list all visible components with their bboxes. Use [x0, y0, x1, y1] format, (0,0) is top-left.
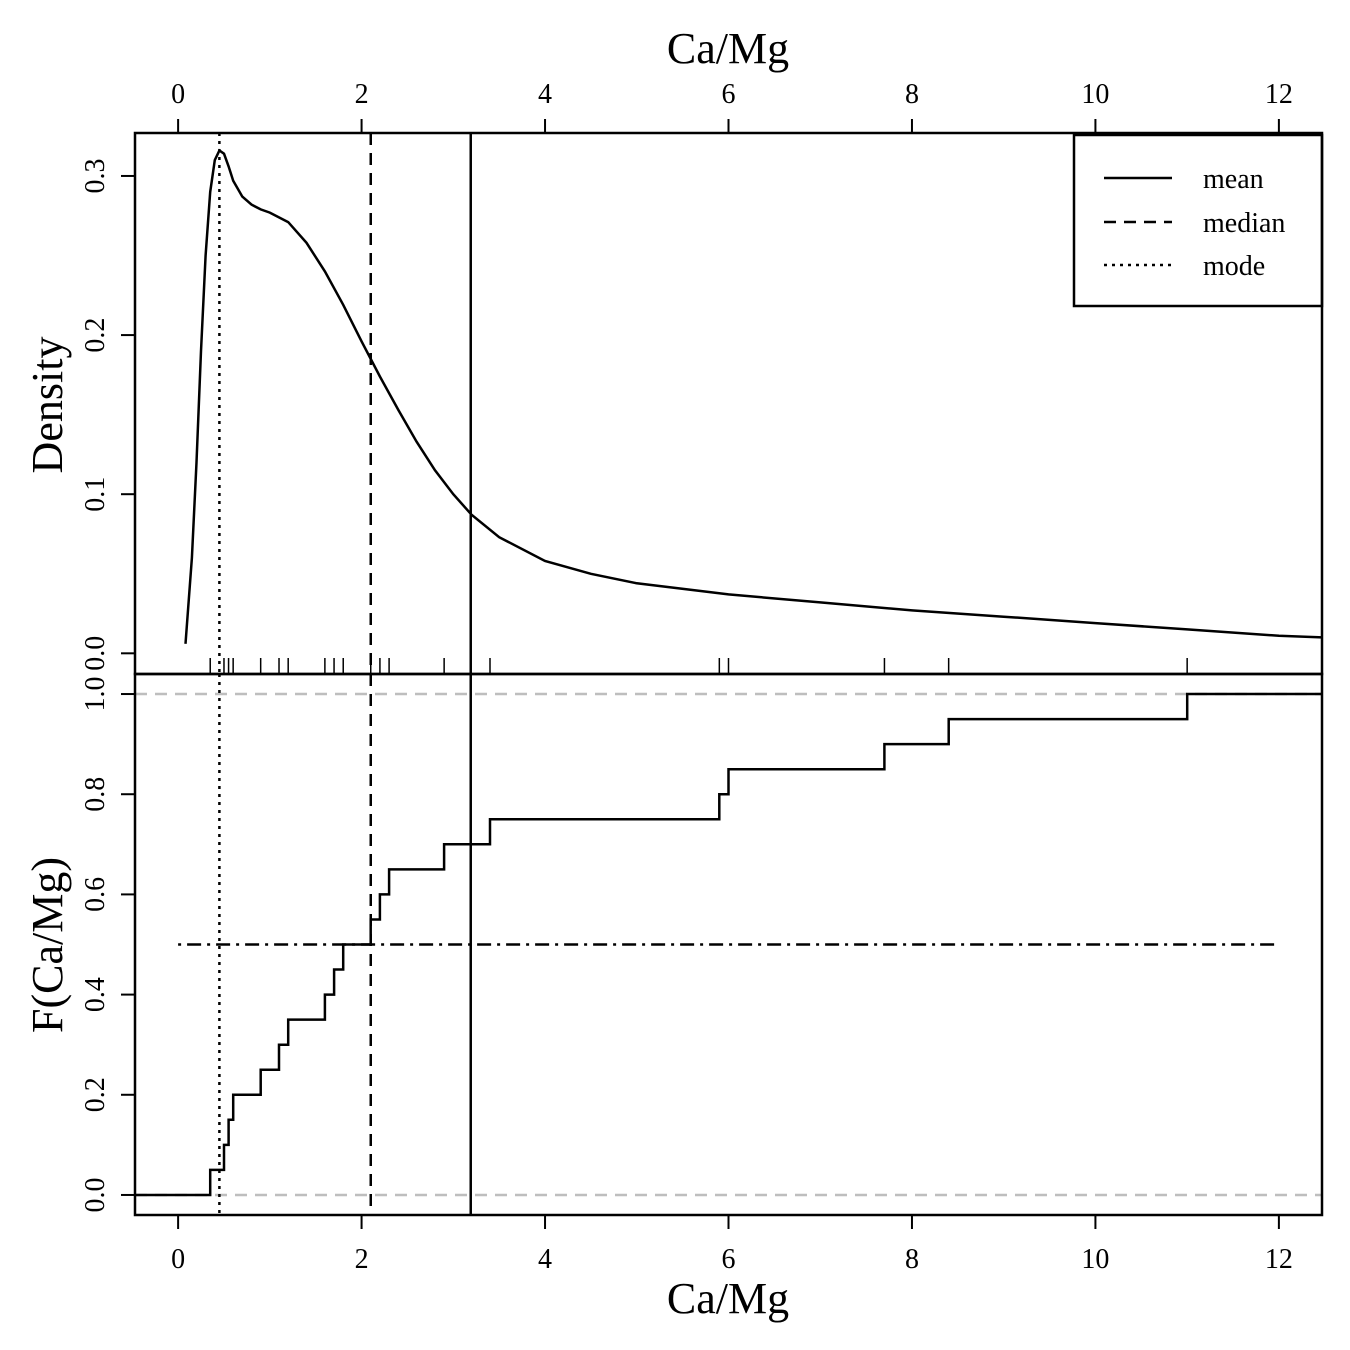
top-x-tick-label: 10: [1081, 79, 1109, 110]
legend-mean-label: mean: [1203, 164, 1264, 195]
density-curve: [184, 148, 1323, 644]
top-x-tick-label: 12: [1265, 79, 1293, 110]
ecdf-step-line: [135, 692, 1322, 1197]
bottom-x-tick-label: 12: [1265, 1244, 1293, 1275]
top-x-tick-label: 6: [722, 79, 736, 110]
top-x-axis: 0 2 4 6 8 10 12: [171, 79, 1293, 133]
ecdf-y-tick-label: 0.0: [80, 1178, 111, 1213]
density-y-tick-label: 0.2: [80, 318, 111, 353]
ecdf-y-tick-label: 1.0: [80, 677, 111, 712]
top-x-axis-title: Ca/Mg: [667, 24, 789, 73]
bottom-x-tick-label: 6: [722, 1244, 736, 1275]
bottom-x-axis-title: Ca/Mg: [667, 1274, 789, 1323]
bottom-x-tick-label: 0: [171, 1244, 185, 1275]
bottom-x-tick-label: 2: [355, 1244, 369, 1275]
density-y-tick-label: 0.0: [80, 636, 111, 671]
bottom-x-axis: 0 2 4 6 8 10 12: [171, 1215, 1293, 1275]
ecdf-y-tick-label: 0.4: [80, 977, 111, 1012]
ecdf-y-axis: 0.0 0.2 0.4 0.6 0.8 1.0: [80, 677, 135, 1213]
ecdf-y-tick-label: 0.8: [80, 777, 111, 812]
legend-mode-label: mode: [1203, 251, 1265, 282]
density-y-tick-label: 0.1: [80, 477, 111, 512]
legend-box: [1072, 133, 1324, 308]
density-y-axis: 0.0 0.1 0.2 0.3: [80, 159, 135, 671]
bottom-x-tick-label: 4: [538, 1244, 552, 1275]
density-y-axis-title: Density: [23, 337, 72, 474]
ecdf-y-tick-label: 0.2: [80, 1077, 111, 1112]
legend: mean median mode: [1072, 133, 1324, 308]
rug-marks: [209, 658, 1188, 674]
density-y-tick-label: 0.3: [80, 159, 111, 194]
density-stat-lines: [218, 133, 472, 674]
top-x-tick-label: 2: [355, 79, 369, 110]
ecdf-y-tick-label: 0.6: [80, 877, 111, 912]
top-x-tick-label: 8: [905, 79, 919, 110]
density-panel: 0.0 0.1 0.2 0.3 0 2 4 6 8 10 12 Ca/Mg Density mea…: [23, 24, 1324, 676]
legend-median-label: median: [1203, 208, 1285, 239]
bottom-x-tick-label: 8: [905, 1244, 919, 1275]
top-x-tick-label: 4: [538, 79, 552, 110]
ecdf-y-axis-title: F(Ca/Mg): [23, 857, 72, 1033]
ecdf-panel: 0.0 0.2 0.4 0.6 0.8 1.0 0 2 4 6 8 10 12 Ca/Mg F(Ca/…: [23, 672, 1324, 1323]
bottom-x-tick-label: 10: [1081, 1244, 1109, 1275]
top-x-tick-label: 0: [171, 79, 185, 110]
ecdf-plot-frame: [133, 672, 1324, 1217]
